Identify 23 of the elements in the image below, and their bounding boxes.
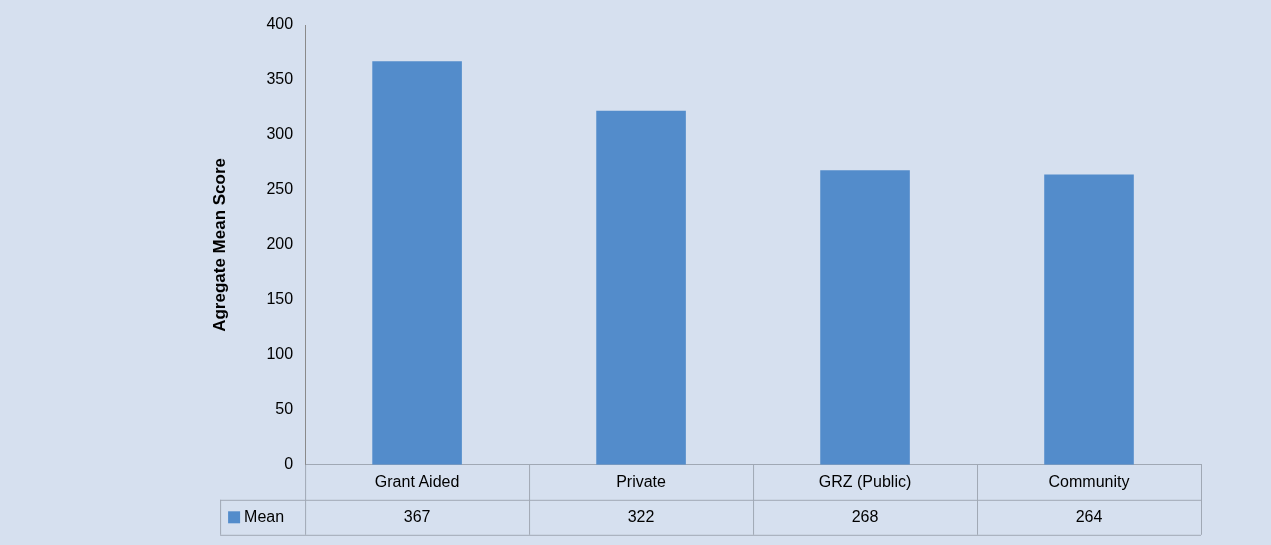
y-tick-label: 200 bbox=[266, 235, 294, 253]
y-tick-label: 0 bbox=[284, 455, 294, 473]
y-tick-label: 150 bbox=[266, 290, 294, 308]
y-tick-label: 350 bbox=[266, 70, 294, 88]
x-tick-label: Private bbox=[616, 472, 667, 490]
y-axis-title: Agregate Mean Score bbox=[209, 157, 229, 332]
data-label: 322 bbox=[627, 507, 655, 525]
x-tick-label: GRZ (Public) bbox=[818, 472, 912, 490]
legend-label: Mean bbox=[244, 507, 285, 525]
x-tick-label: Community bbox=[1048, 472, 1130, 490]
bar bbox=[1044, 174, 1134, 465]
bar bbox=[596, 110, 686, 465]
y-tick-label: 250 bbox=[266, 180, 294, 198]
bar bbox=[372, 61, 462, 465]
y-tick-label: 300 bbox=[266, 125, 294, 143]
data-label: 367 bbox=[403, 507, 431, 525]
data-label: 268 bbox=[851, 507, 879, 525]
bar bbox=[820, 170, 910, 465]
x-tick-label: Grant Aided bbox=[374, 472, 460, 490]
y-tick-label: 100 bbox=[266, 345, 294, 363]
y-tick-label: 50 bbox=[275, 400, 294, 418]
y-tick-label: 400 bbox=[266, 15, 294, 33]
data-label: 264 bbox=[1075, 507, 1103, 525]
